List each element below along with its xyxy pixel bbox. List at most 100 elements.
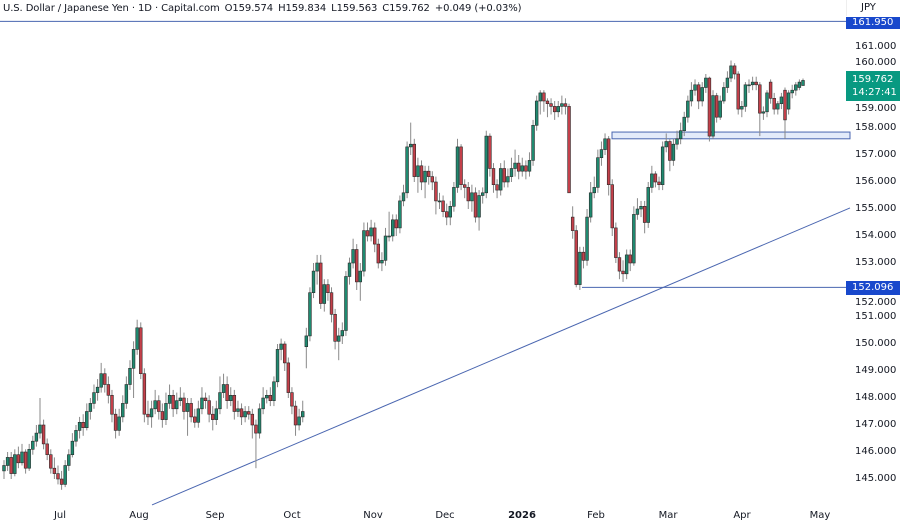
- candle-body-up: [214, 408, 219, 420]
- candle-body-up: [470, 192, 474, 202]
- candle-body-up: [261, 397, 265, 410]
- candle: [783, 87, 787, 139]
- candle: [56, 465, 60, 485]
- candle: [714, 92, 719, 123]
- candle: [693, 79, 697, 96]
- candle: [243, 406, 247, 423]
- symbol-title[interactable]: U.S. Dollar / Japanese Yen · 1D · Capita…: [3, 3, 220, 14]
- candle-body-up: [624, 254, 629, 275]
- candle-body-down: [56, 473, 60, 480]
- candle-body-up: [678, 130, 683, 140]
- candle: [412, 138, 416, 182]
- candle: [139, 322, 143, 380]
- candle-body-up: [513, 162, 517, 169]
- candle-body-down: [549, 103, 553, 107]
- change-value: +0.049 (+0.03%): [434, 3, 522, 14]
- candle: [99, 362, 103, 393]
- candle: [236, 400, 240, 417]
- candle: [603, 133, 607, 155]
- candle-body-up: [387, 235, 391, 238]
- candle: [85, 403, 89, 431]
- candle-body-up: [297, 416, 301, 426]
- candle-body-up: [786, 92, 791, 110]
- x-tick-label: Dec: [435, 510, 455, 521]
- candle: [31, 435, 35, 455]
- candle-body-up: [632, 214, 636, 264]
- candle-body-up: [308, 292, 312, 337]
- candle-body-down: [570, 216, 575, 231]
- candle-body-up: [257, 408, 262, 434]
- candle: [175, 392, 179, 415]
- candle-body-down: [211, 413, 215, 420]
- candle: [675, 130, 679, 150]
- candle: [574, 225, 578, 288]
- ascending-trendline: [151, 207, 851, 506]
- candle-body-up: [596, 157, 600, 188]
- candle: [149, 400, 154, 428]
- candle: [768, 79, 773, 104]
- candle-body-down: [617, 257, 622, 272]
- candle: [49, 449, 53, 474]
- candle-body-up: [149, 408, 154, 418]
- candle: [495, 179, 499, 199]
- candle: [20, 443, 24, 466]
- candle: [570, 206, 575, 239]
- candle: [668, 138, 672, 172]
- candle: [470, 184, 474, 212]
- candle-body-down: [783, 89, 787, 121]
- candle-body-down: [113, 413, 118, 431]
- candle: [329, 287, 334, 323]
- candle-body-down: [171, 394, 175, 410]
- candle: [142, 368, 147, 423]
- candle: [459, 144, 463, 191]
- candle-body-down: [473, 192, 478, 218]
- candle-body-up: [527, 160, 532, 172]
- candle: [261, 387, 265, 415]
- candle-body-up: [592, 187, 596, 194]
- candle-body-down: [250, 413, 255, 426]
- candle: [628, 249, 632, 272]
- candle: [247, 406, 251, 420]
- candle-body-down: [696, 84, 701, 102]
- candle-body-down: [81, 421, 85, 428]
- candle-body-down: [736, 73, 740, 110]
- y-tick-label: 150.000: [855, 338, 897, 349]
- candle-body-down: [247, 411, 251, 415]
- candle: [711, 90, 715, 139]
- candle-body-up: [369, 227, 373, 237]
- candle-body-up: [675, 138, 679, 145]
- candle-body-down: [52, 467, 57, 474]
- candle-body-up: [509, 168, 514, 177]
- candle-body-up: [646, 187, 650, 223]
- candle-body-up: [13, 454, 17, 474]
- candle: [131, 341, 136, 398]
- candle: [376, 238, 381, 269]
- candle-body-up: [85, 411, 89, 429]
- candle-body-down: [524, 165, 528, 172]
- candle: [707, 76, 712, 142]
- y-tick-label: 161.000: [855, 41, 897, 52]
- candle-body-down: [203, 397, 208, 401]
- candle: [358, 263, 363, 301]
- candle-body-up: [31, 440, 35, 450]
- candle-body-down: [110, 394, 114, 415]
- candle-body-up: [128, 367, 132, 385]
- candle-body-up: [405, 146, 409, 194]
- candle: [502, 160, 506, 188]
- candle: [718, 95, 722, 120]
- currency-label[interactable]: JPY: [846, 0, 900, 16]
- candle-body-up: [131, 349, 136, 369]
- x-tick-label: Apr: [733, 510, 751, 521]
- candle-body-up: [135, 327, 139, 350]
- candle: [77, 416, 82, 439]
- candle-body-down: [581, 251, 586, 261]
- candle: [750, 76, 755, 91]
- candle-body-up: [603, 138, 607, 150]
- candle: [545, 98, 550, 118]
- candle: [207, 395, 211, 423]
- candle: [671, 138, 676, 166]
- candle: [772, 92, 776, 115]
- candle: [531, 119, 535, 166]
- candle-body-down: [23, 451, 28, 469]
